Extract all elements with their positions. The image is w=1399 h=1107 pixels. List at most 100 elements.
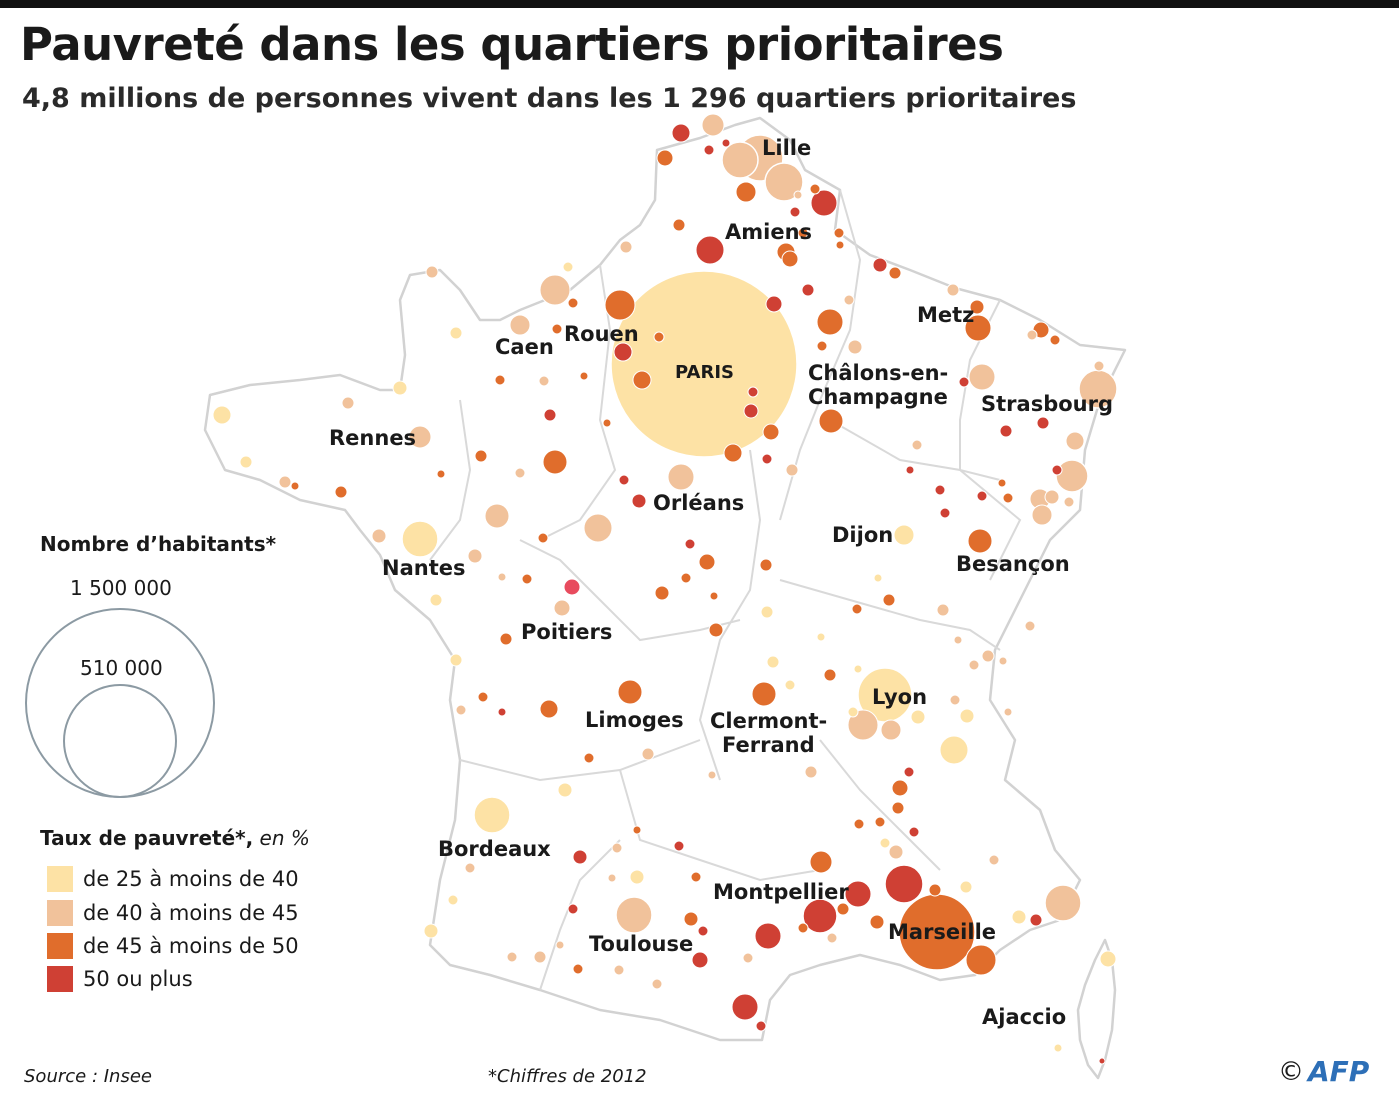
bubble-rate-45-50 (928, 883, 942, 897)
bubble-rate-25-40 (1011, 909, 1027, 925)
bubble-rate-50-plus (671, 123, 691, 143)
bubble-rate-40-45 (843, 294, 855, 306)
bubble-rate-50-plus (567, 903, 579, 915)
bubble-rate-45-50 (965, 944, 997, 976)
bubble-rate-45-50 (654, 585, 670, 601)
city-label-clermont-line1: Clermont- (710, 709, 827, 733)
bubble-rate-25-40 (429, 593, 443, 607)
bubble-rate-50-plus (1029, 913, 1043, 927)
bubble-rate-45-50 (290, 481, 300, 491)
bubble-rate-40-45 (981, 649, 995, 663)
bubble-rate-40-45 (1044, 489, 1060, 505)
bubble-rate-40-45 (607, 873, 617, 883)
bubble-rate-25-40 (449, 326, 463, 340)
bubble-rate-25-40 (392, 380, 408, 396)
bubble-rate-50-plus (743, 403, 759, 419)
bubble-rate-25-40 (473, 796, 511, 834)
bubble-rate-25-40 (893, 524, 915, 546)
bubble-rate-40-45 (721, 141, 759, 179)
legend-rate-label: 50 ou plus (83, 967, 193, 991)
bubble-rate-45-50 (1049, 334, 1061, 346)
bubble-rate-45-50 (888, 266, 902, 280)
bubble-rate-40-45 (464, 862, 476, 874)
bubble-rate-45-50 (579, 371, 589, 381)
bubble-rate-25-40 (401, 520, 439, 558)
city-label-montpellier: Montpellier (713, 880, 849, 904)
bubble-rate-40-45 (1093, 360, 1105, 372)
legend-swatch-40-45 (47, 900, 73, 926)
bubble-rate-45-50 (709, 591, 719, 601)
legend-circle-large (25, 608, 215, 798)
bubble-rate-40-45 (785, 463, 799, 477)
bubble-rate-40-45 (946, 283, 960, 297)
bubble-rate-45-50 (698, 553, 716, 571)
bubble-rate-40-45 (539, 274, 571, 306)
bubble-rate-50-plus (810, 189, 838, 217)
bubble-rate-40-45 (553, 599, 571, 617)
bubble-rate-50-plus (802, 898, 838, 934)
bubble-rate-40-45 (371, 528, 387, 544)
city-label-toulouse: Toulouse (589, 932, 693, 956)
bubble-rate-45-50 (572, 963, 584, 975)
bubble-rate-45-50 (680, 572, 692, 584)
bubble-rate-45-50 (809, 183, 821, 195)
bubble-rate-50-plus (747, 386, 759, 398)
bubble-rate-50-plus (703, 144, 715, 156)
bubble-rate-40-45 (1044, 884, 1082, 922)
bubble-rate-45-50 (1002, 492, 1014, 504)
bubble-rate-25-40 (239, 455, 253, 469)
bubble-rate-25-40 (1099, 950, 1117, 968)
copyright-symbol: © (1278, 1056, 1304, 1087)
bubble-rate-50-plus (1036, 416, 1050, 430)
bubble-rate-25-40 (562, 261, 574, 273)
bubble-rate-40-45 (538, 375, 550, 387)
bubble-rate-45-50 (869, 914, 885, 930)
corsica-outline (1076, 938, 1117, 1080)
city-label-nantes: Nantes (382, 556, 465, 580)
bubble-rate-40-45 (278, 475, 292, 489)
bubble-rate-40-45 (968, 659, 980, 671)
bubble-rate-40-45 (467, 548, 483, 564)
city-label-orleans: Orléans (653, 491, 744, 515)
bubble-rate-45-50 (656, 149, 674, 167)
bubble-rate-45-50 (334, 485, 348, 499)
bubble-rate-45-50 (617, 679, 643, 705)
city-label-ajaccio: Ajaccio (982, 1005, 1066, 1029)
bubbles-layer (212, 113, 1118, 1065)
bubble-rate-25-40 (816, 632, 826, 642)
bubble-rate-45-50 (723, 443, 743, 463)
bubble-rate-40-45 (936, 603, 950, 617)
city-label-paris: PARIS (675, 362, 734, 383)
city-label-metz: Metz (917, 303, 974, 327)
bubble-rate-25-40 (939, 735, 969, 765)
bubble-rate-40-45 (1065, 431, 1085, 451)
bubble-rate-50-plus (618, 474, 630, 486)
bubble-rate-50-plus (721, 138, 731, 148)
bubble-rate-45-50 (833, 227, 845, 239)
bubble-rate-40-45 (555, 940, 565, 950)
bubble-rate-45-50 (891, 801, 905, 815)
legend-rate-item: de 25 à moins de 40 (47, 866, 299, 892)
bubble-rate-50-plus (939, 507, 951, 519)
bubble-rate-40-45 (998, 656, 1008, 666)
bubble-rate-40-45 (826, 932, 838, 944)
legend-size-large-label: 1 500 000 (70, 576, 172, 600)
bubble-rate-45-50 (690, 871, 702, 883)
bubble-rate-40-45 (880, 719, 902, 741)
bubble-rate-45-50 (997, 478, 1007, 488)
bubble-rate-25-40 (879, 837, 891, 849)
bubble-rate-50-plus (673, 840, 685, 852)
bubble-rate-40-45 (1026, 329, 1038, 341)
bubble-rate-25-40 (873, 573, 883, 583)
bubble-rate-45-50 (602, 418, 612, 428)
bubble-rate-50-plus (789, 206, 801, 218)
bubble-rate-45-50 (708, 622, 724, 638)
legend-rate-title-suffix: en % (253, 826, 310, 850)
bubble-rate-45-50 (816, 340, 828, 352)
bubble-rate-45-50 (583, 752, 595, 764)
bubble-rate-45-50 (494, 374, 506, 386)
bubble-rate-45-50 (567, 297, 579, 309)
bubble-rate-50-plus (903, 766, 915, 778)
bubble-rate-25-40 (1053, 1043, 1063, 1053)
bubble-rate-40-45 (793, 190, 803, 200)
